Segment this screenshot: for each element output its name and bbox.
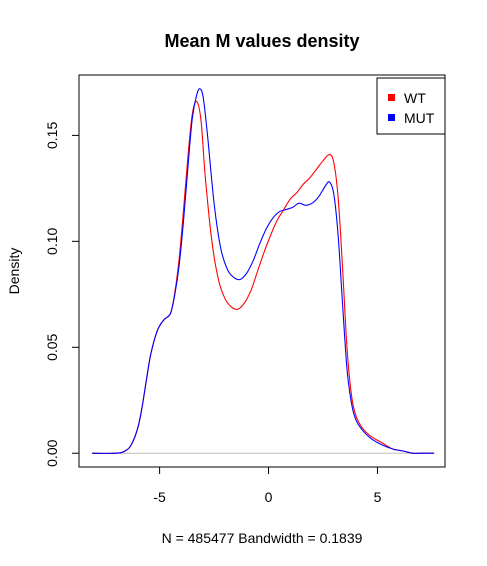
x-axis-label: N = 485477 Bandwidth = 0.1839 [162,530,363,546]
legend-swatch-wt [388,94,395,101]
series-layer [92,88,435,454]
x-tick-label: 5 [374,489,382,505]
y-axis-label: Density [6,248,22,295]
y-tick-label: 0.05 [44,333,60,360]
x-axis: -5 0 5 [153,466,382,505]
legend-box [376,77,446,135]
y-tick-label: 0.10 [44,227,60,254]
legend-label-mut: MUT [404,110,435,126]
y-axis: 0.00 0.05 0.10 0.15 [44,122,80,467]
x-tick-label: -5 [153,489,166,505]
y-tick-label: 0.15 [44,122,60,149]
legend: WT MUT [376,77,446,135]
chart-title: Mean M values density [164,31,359,51]
legend-label-wt: WT [404,90,426,106]
series-line-mut [92,88,435,454]
x-tick-label: 0 [265,489,273,505]
y-tick-label: 0.00 [44,439,60,466]
legend-swatch-mut [388,114,395,121]
